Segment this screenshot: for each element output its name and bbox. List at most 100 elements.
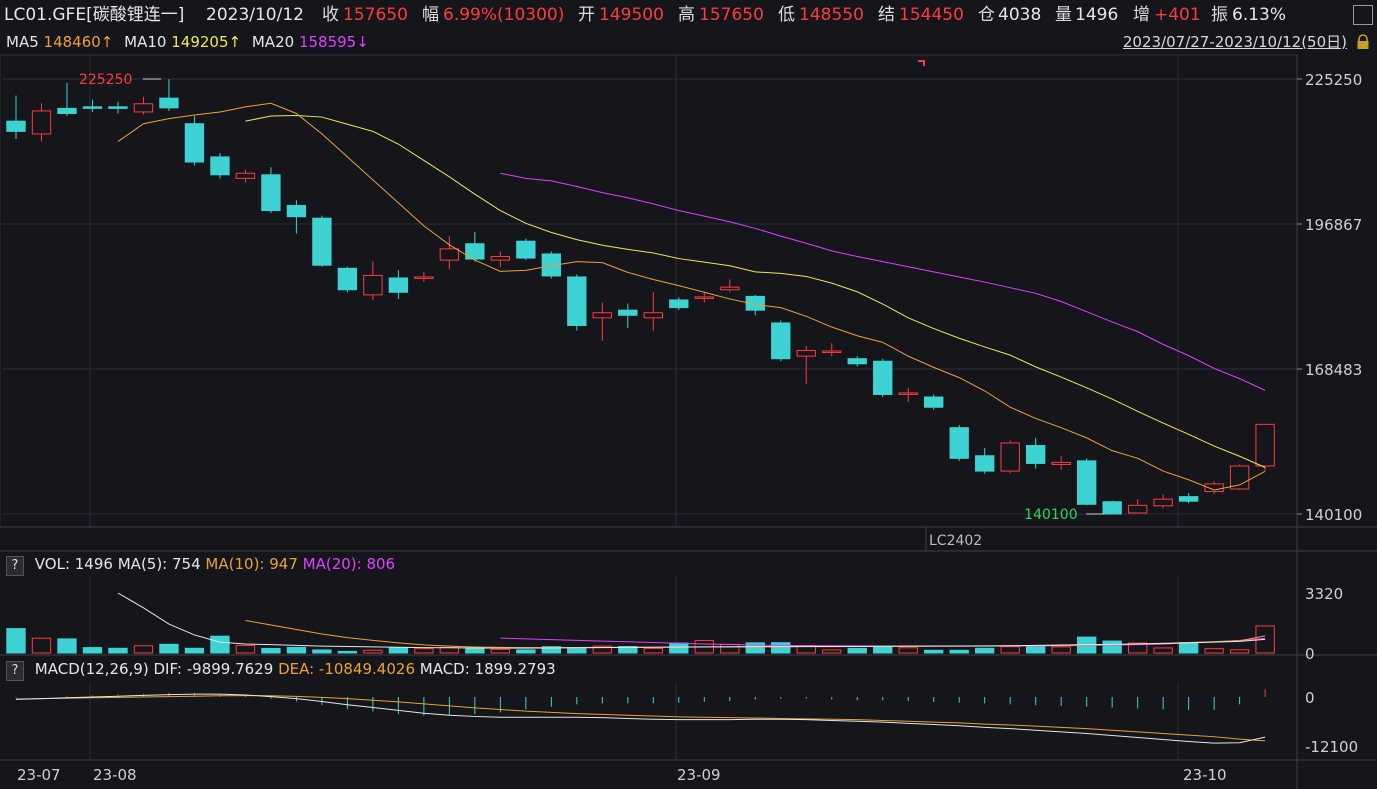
candle-up bbox=[32, 111, 50, 134]
macd-dif-legend: DIF: -9899.7629 bbox=[153, 660, 273, 678]
candle-down bbox=[466, 244, 484, 259]
x-tick-label: 23-10 bbox=[1183, 766, 1227, 784]
volume-bar-down bbox=[976, 648, 994, 653]
contract-label: LC2402 bbox=[929, 533, 982, 549]
volume-bar-down bbox=[950, 650, 968, 653]
candle-up bbox=[236, 173, 254, 178]
open-value: 149500 bbox=[599, 0, 664, 30]
volume-bar-down bbox=[1103, 641, 1121, 653]
volume-bar-down bbox=[262, 648, 280, 653]
vol-label: 量 bbox=[1055, 0, 1072, 30]
candle-down bbox=[7, 121, 25, 131]
volume-bar-up bbox=[1052, 647, 1070, 653]
volume-bar-down bbox=[670, 643, 688, 653]
volume-bar-up bbox=[236, 645, 254, 653]
change-label: 幅 bbox=[422, 0, 439, 30]
volume-bar-down bbox=[1179, 643, 1197, 653]
window-restore-icon[interactable] bbox=[1353, 5, 1373, 25]
x-tick-label: 23-07 bbox=[17, 766, 61, 784]
volume-bar-up bbox=[1001, 647, 1019, 653]
volume-bar-down bbox=[542, 647, 560, 653]
ma5-value: 148460↑ bbox=[44, 33, 114, 51]
candle-down bbox=[262, 175, 280, 211]
volume-bar-up bbox=[797, 646, 815, 653]
oi-value: 4038 bbox=[998, 0, 1041, 30]
volume-bar-down bbox=[58, 639, 76, 653]
candle-up bbox=[721, 287, 739, 290]
candle-down bbox=[1179, 497, 1197, 502]
volume-bar-up bbox=[823, 650, 841, 653]
quote-header: LC01.GFE[碳酸锂连一] 2023/10/12 收 157650 幅 6.… bbox=[0, 0, 1377, 30]
volume-help-icon[interactable]: ? bbox=[6, 556, 24, 576]
volume-bar-up bbox=[1128, 643, 1146, 653]
candle-down bbox=[925, 397, 943, 407]
volume-bar-up bbox=[134, 646, 152, 653]
candle-up bbox=[1154, 499, 1172, 506]
volume-bar-up bbox=[1230, 650, 1248, 653]
candle-down bbox=[160, 98, 178, 108]
volume-bar-up bbox=[364, 650, 382, 653]
candle-down bbox=[58, 108, 76, 113]
volume-bar-down bbox=[287, 647, 305, 653]
candle-up bbox=[1256, 424, 1274, 466]
settle-value: 154450 bbox=[899, 0, 964, 30]
macd-axis-label: 0 bbox=[1305, 689, 1315, 707]
macd-dea-legend: DEA: -10849.4026 bbox=[278, 660, 415, 678]
volume-bar-down bbox=[874, 646, 892, 653]
volume-bar-down bbox=[517, 650, 535, 653]
volume-bar-up bbox=[1256, 626, 1274, 653]
vol-axis-label: 3320 bbox=[1305, 585, 1343, 603]
volume-bar-up bbox=[899, 648, 917, 653]
candle-up bbox=[364, 275, 382, 294]
candle-down bbox=[874, 361, 892, 394]
candle-down bbox=[313, 218, 331, 265]
macd-legend: ? MACD(12,26,9) DIF: -9899.7629 DEA: -10… bbox=[6, 658, 556, 681]
change-value: 6.99%(10300) bbox=[443, 0, 564, 30]
ma10-line bbox=[245, 116, 1265, 468]
vol-legend-value: VOL: 1496 bbox=[35, 555, 113, 573]
candle-up bbox=[1001, 443, 1019, 471]
candle-down bbox=[83, 107, 101, 109]
high-annotation: 225250 bbox=[79, 72, 132, 88]
vol-ma5-line bbox=[118, 593, 1265, 648]
date-label: 2023/10/12 bbox=[206, 0, 304, 30]
vol-axis-label: 0 bbox=[1305, 645, 1315, 663]
y-tick-label: 168483 bbox=[1305, 361, 1362, 379]
volume-bar-down bbox=[466, 648, 484, 653]
low-annotation: 140100 bbox=[1024, 507, 1077, 523]
volume-bar-down bbox=[338, 651, 356, 653]
candle-down bbox=[568, 277, 586, 326]
candle-down bbox=[848, 359, 866, 364]
candle-up bbox=[899, 393, 917, 395]
dif-line bbox=[16, 694, 1265, 743]
volume-bar-down bbox=[848, 648, 866, 653]
ma10-label: MA10 bbox=[124, 33, 166, 51]
close-value: 157650 bbox=[343, 0, 408, 30]
volume-bar-down bbox=[619, 646, 637, 653]
volume-bar-up bbox=[1205, 649, 1223, 653]
vol-ma5-legend: MA(5): 754 bbox=[118, 555, 201, 573]
vol-ma10-legend: MA(10): 947 bbox=[205, 555, 297, 573]
volume-bar-up bbox=[695, 641, 713, 653]
volume-bar-up bbox=[721, 644, 739, 653]
candle-down bbox=[976, 456, 994, 471]
candle-up bbox=[415, 277, 433, 279]
symbol-label[interactable]: LC01.GFE[碳酸锂连一] bbox=[4, 0, 184, 30]
candle-down bbox=[746, 296, 764, 310]
close-label: 收 bbox=[322, 0, 339, 30]
lock-icon[interactable] bbox=[1355, 34, 1371, 50]
date-range-selector[interactable]: 2023/07/27-2023/10/12(50日) bbox=[1123, 31, 1347, 53]
amp-value: 6.13% bbox=[1232, 0, 1286, 30]
candle-up bbox=[1230, 466, 1248, 489]
vol-ma10-line bbox=[245, 620, 1265, 647]
volume-bar-up bbox=[593, 646, 611, 653]
vol-ma20-legend: MA(20): 806 bbox=[303, 555, 395, 573]
volume-bar-down bbox=[389, 648, 407, 653]
ma10-value: 149205↑ bbox=[171, 33, 241, 51]
macd-value-legend: MACD: 1899.2793 bbox=[420, 660, 556, 678]
candle-up bbox=[440, 249, 458, 260]
macd-title: MACD(12,26,9) bbox=[35, 660, 149, 678]
macd-help-icon[interactable]: ? bbox=[6, 661, 24, 681]
volume-bar-down bbox=[211, 636, 229, 653]
candle-down bbox=[542, 254, 560, 276]
